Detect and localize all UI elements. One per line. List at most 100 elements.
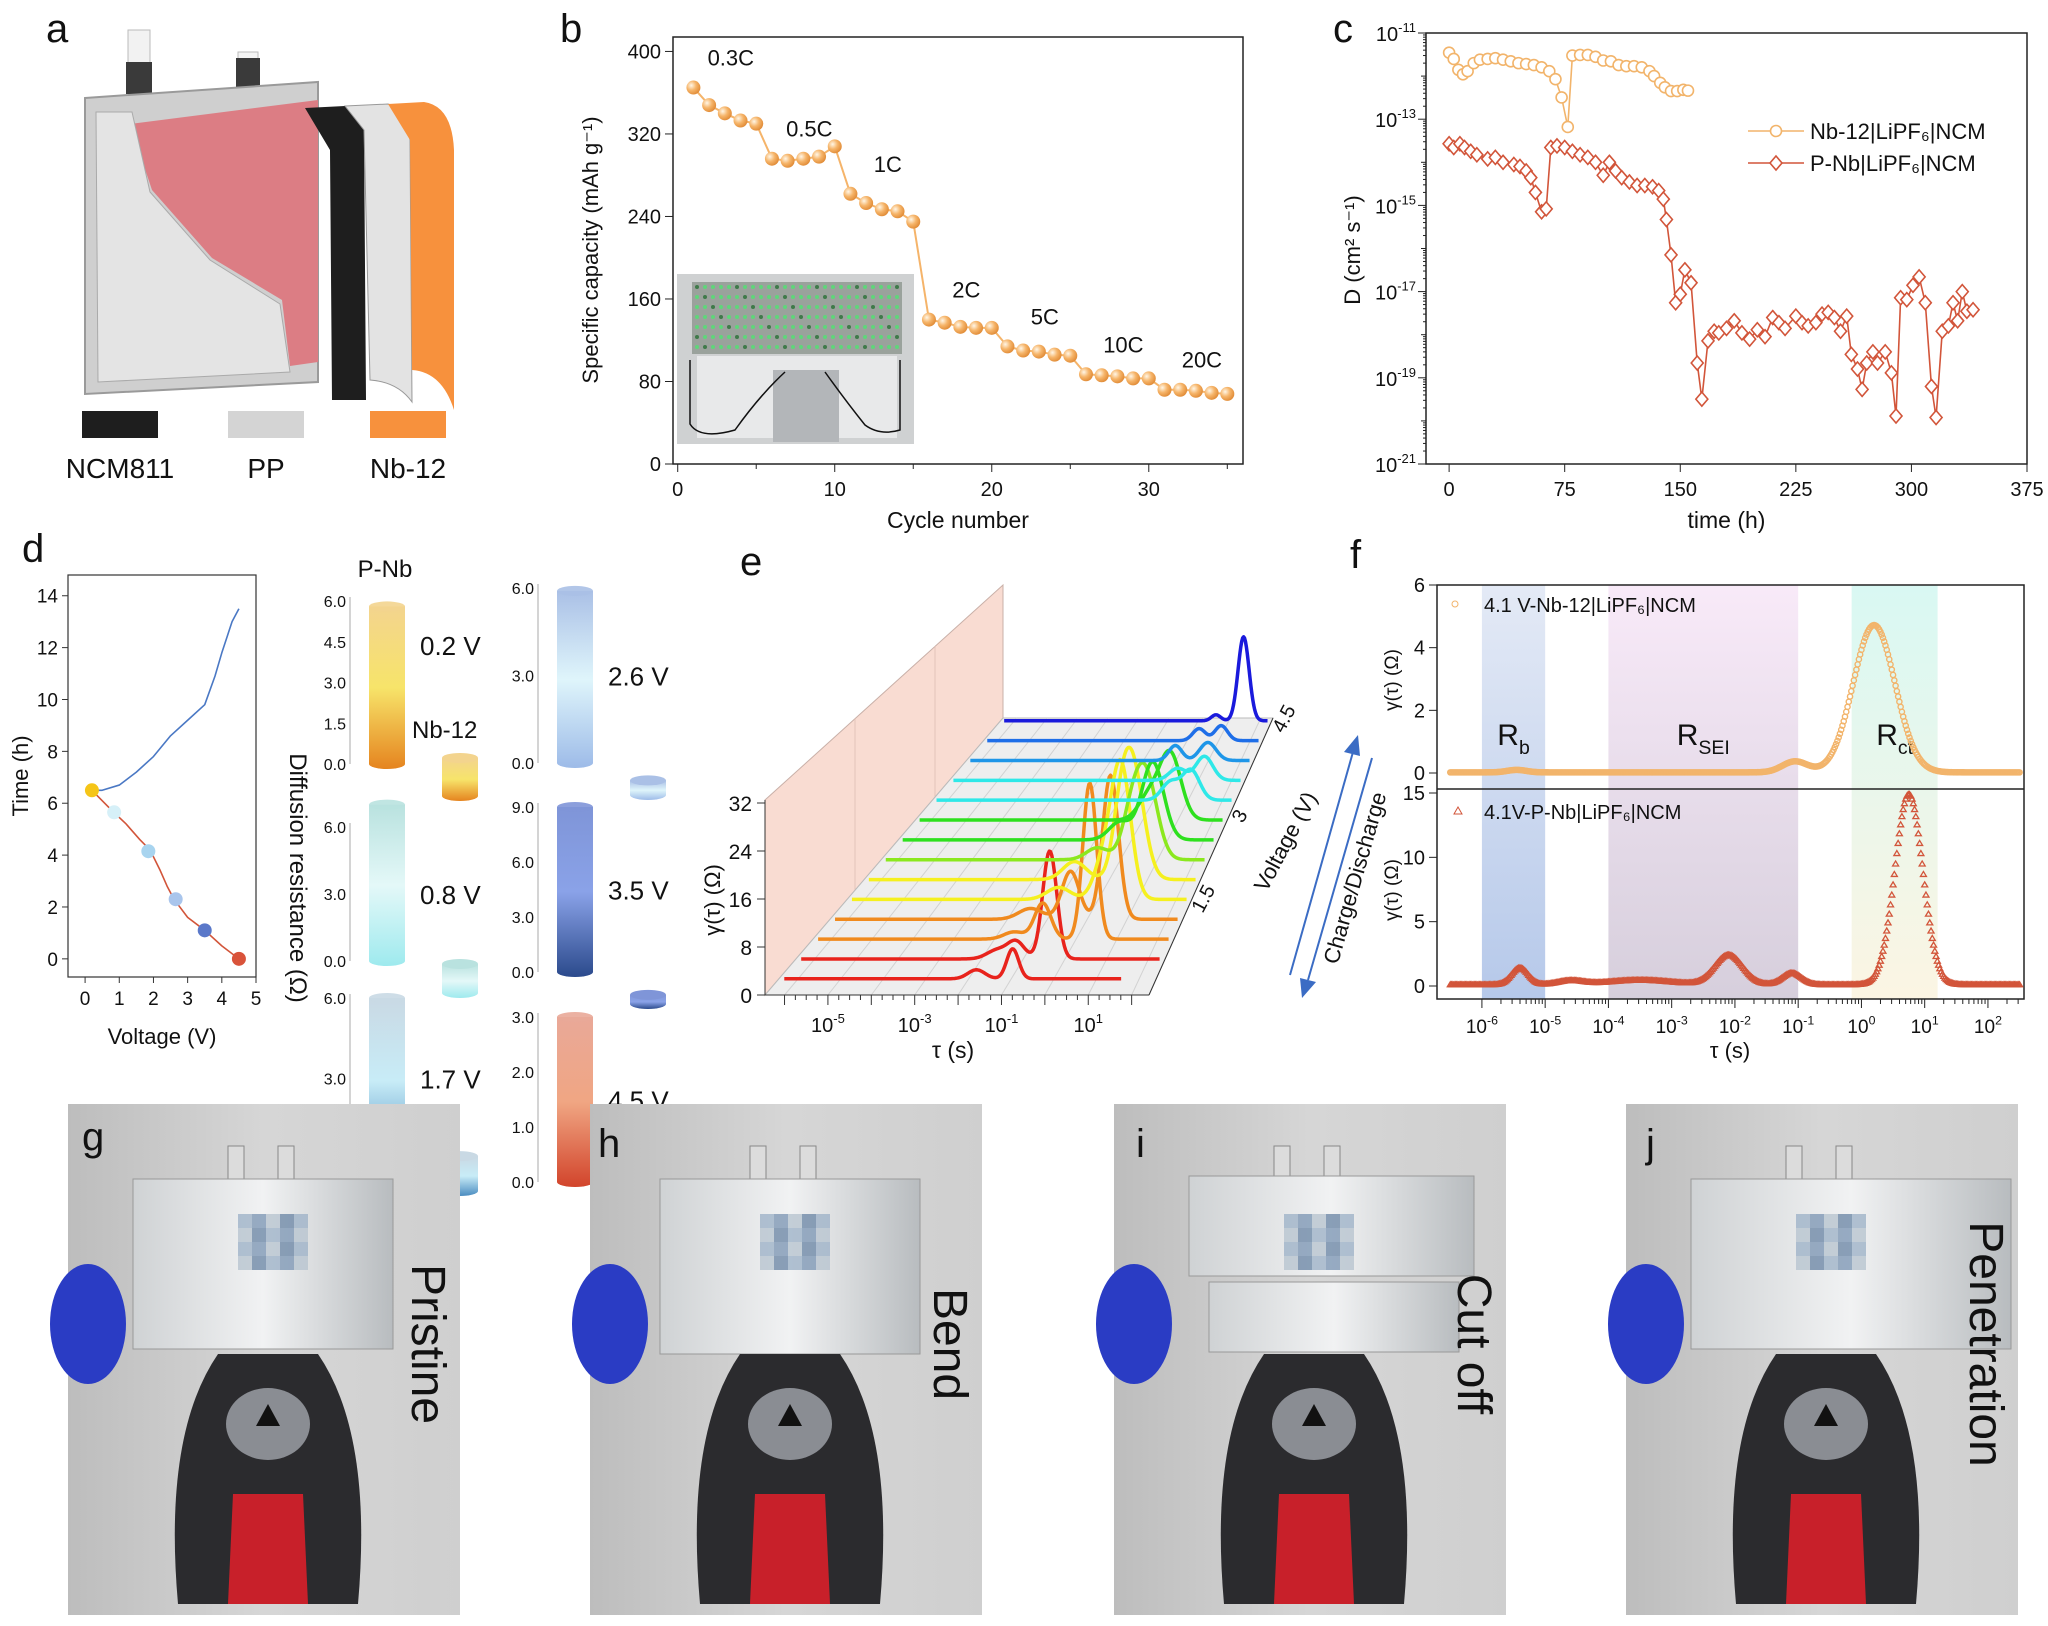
led-dot bbox=[783, 335, 787, 339]
data-point bbox=[1835, 734, 1842, 741]
x-axis-label: τ (s) bbox=[932, 1037, 974, 1063]
led-dot bbox=[895, 295, 899, 299]
capacity-point bbox=[1094, 368, 1109, 383]
mosaic-block bbox=[280, 1214, 294, 1228]
led-dot bbox=[751, 305, 755, 309]
drt-curve bbox=[986, 723, 1260, 743]
led-dot bbox=[775, 305, 779, 309]
led-dot bbox=[695, 335, 699, 339]
mosaic-block bbox=[760, 1256, 774, 1270]
led-dot bbox=[743, 335, 747, 339]
x-tick-label: 75 bbox=[1554, 479, 1576, 501]
capacity-point bbox=[921, 312, 936, 327]
blue-glove bbox=[572, 1264, 648, 1384]
led-dot bbox=[887, 345, 891, 349]
z-axis bbox=[1148, 717, 1274, 996]
led-dot bbox=[695, 305, 699, 309]
y-tick-label: 0 bbox=[740, 985, 752, 1008]
data-point bbox=[1910, 805, 1919, 813]
led-dot bbox=[863, 345, 867, 349]
data-point bbox=[1874, 961, 1884, 968]
mosaic-block bbox=[252, 1228, 266, 1242]
panel-label-c: c bbox=[1333, 7, 1353, 51]
led-dot bbox=[711, 345, 715, 349]
data-point bbox=[1461, 64, 1474, 78]
led-dot bbox=[767, 345, 771, 349]
led-dot bbox=[887, 315, 891, 319]
bar-tick-label: 0.0 bbox=[512, 965, 534, 982]
data-point bbox=[1941, 317, 1956, 335]
mosaic-block bbox=[1852, 1256, 1866, 1270]
led-dot bbox=[879, 295, 883, 299]
led-dot bbox=[815, 325, 819, 329]
led-dot bbox=[735, 295, 739, 299]
nb12-disc bbox=[630, 780, 666, 800]
mosaic-block bbox=[788, 1214, 802, 1228]
mosaic-block bbox=[802, 1242, 816, 1256]
mosaic-block bbox=[280, 1228, 294, 1242]
capacity-point bbox=[1141, 371, 1156, 386]
led-dot bbox=[879, 315, 883, 319]
data-point bbox=[1903, 726, 1911, 734]
rate-label: 10C bbox=[1103, 332, 1143, 357]
led-dot bbox=[839, 325, 843, 329]
data-point bbox=[1681, 84, 1695, 97]
data-point bbox=[1834, 737, 1841, 745]
z-tick-label: 3 bbox=[1228, 806, 1253, 826]
capacity-point bbox=[969, 320, 984, 335]
data-point bbox=[1495, 154, 1511, 171]
data-point bbox=[1905, 277, 1921, 294]
mosaic-block bbox=[1298, 1228, 1312, 1242]
led-dot bbox=[855, 345, 859, 349]
blue-glove bbox=[1608, 1264, 1684, 1384]
bar-tick-label: 6.0 bbox=[324, 820, 346, 837]
led-dot bbox=[815, 285, 819, 289]
data-point bbox=[1925, 918, 1934, 926]
data-point bbox=[1677, 261, 1692, 279]
panel-label-g: g bbox=[82, 1115, 104, 1159]
capacity-point bbox=[1220, 386, 1235, 401]
led-dot bbox=[847, 345, 851, 349]
p-nb-cylinder-top bbox=[369, 799, 405, 810]
data-point bbox=[1659, 211, 1674, 228]
x-tick-label: 30 bbox=[1138, 479, 1160, 501]
legend-label: NCM811 bbox=[66, 453, 174, 484]
led-dot bbox=[727, 285, 731, 289]
y-tick-label: 10 bbox=[1403, 847, 1425, 869]
mosaic-block bbox=[238, 1214, 252, 1228]
led-dot bbox=[751, 325, 755, 329]
bar-tick-label: 1.0 bbox=[512, 1120, 534, 1137]
led-dot bbox=[735, 345, 739, 349]
led-dot bbox=[823, 325, 827, 329]
voltage-marker bbox=[84, 783, 99, 798]
capacity-point bbox=[780, 153, 795, 168]
voltage-marker bbox=[141, 844, 156, 859]
led-dot bbox=[863, 285, 867, 289]
led-dot bbox=[767, 325, 771, 329]
data-point bbox=[1929, 409, 1944, 426]
led-dot bbox=[895, 305, 899, 309]
data-point bbox=[1886, 900, 1895, 908]
led-dot bbox=[743, 345, 747, 349]
arrow-head-up bbox=[1344, 735, 1360, 756]
data-point bbox=[1808, 314, 1823, 331]
mosaic-block bbox=[760, 1242, 774, 1256]
led-dot bbox=[791, 305, 795, 309]
led-dot bbox=[695, 285, 699, 289]
data-point bbox=[1870, 354, 1885, 372]
led-dot bbox=[711, 335, 715, 339]
mosaic-block bbox=[1284, 1242, 1298, 1256]
toy-car-body bbox=[696, 1354, 884, 1604]
negative-tab bbox=[126, 62, 152, 94]
data-point bbox=[1839, 307, 1854, 325]
x-tick-label: 2 bbox=[148, 989, 159, 1010]
y-axis-label: γ(τ) (Ω) bbox=[1382, 649, 1403, 711]
toy-car-nose bbox=[1274, 1494, 1354, 1604]
y-tick-label: 4 bbox=[1414, 638, 1425, 660]
photo-g: Pristine bbox=[50, 1104, 460, 1615]
bar-tick-label: 3.0 bbox=[324, 1072, 346, 1089]
led-board bbox=[692, 282, 902, 354]
mosaic-block bbox=[1298, 1256, 1312, 1270]
data-point bbox=[1861, 634, 1869, 642]
capacity-point bbox=[1110, 369, 1125, 384]
